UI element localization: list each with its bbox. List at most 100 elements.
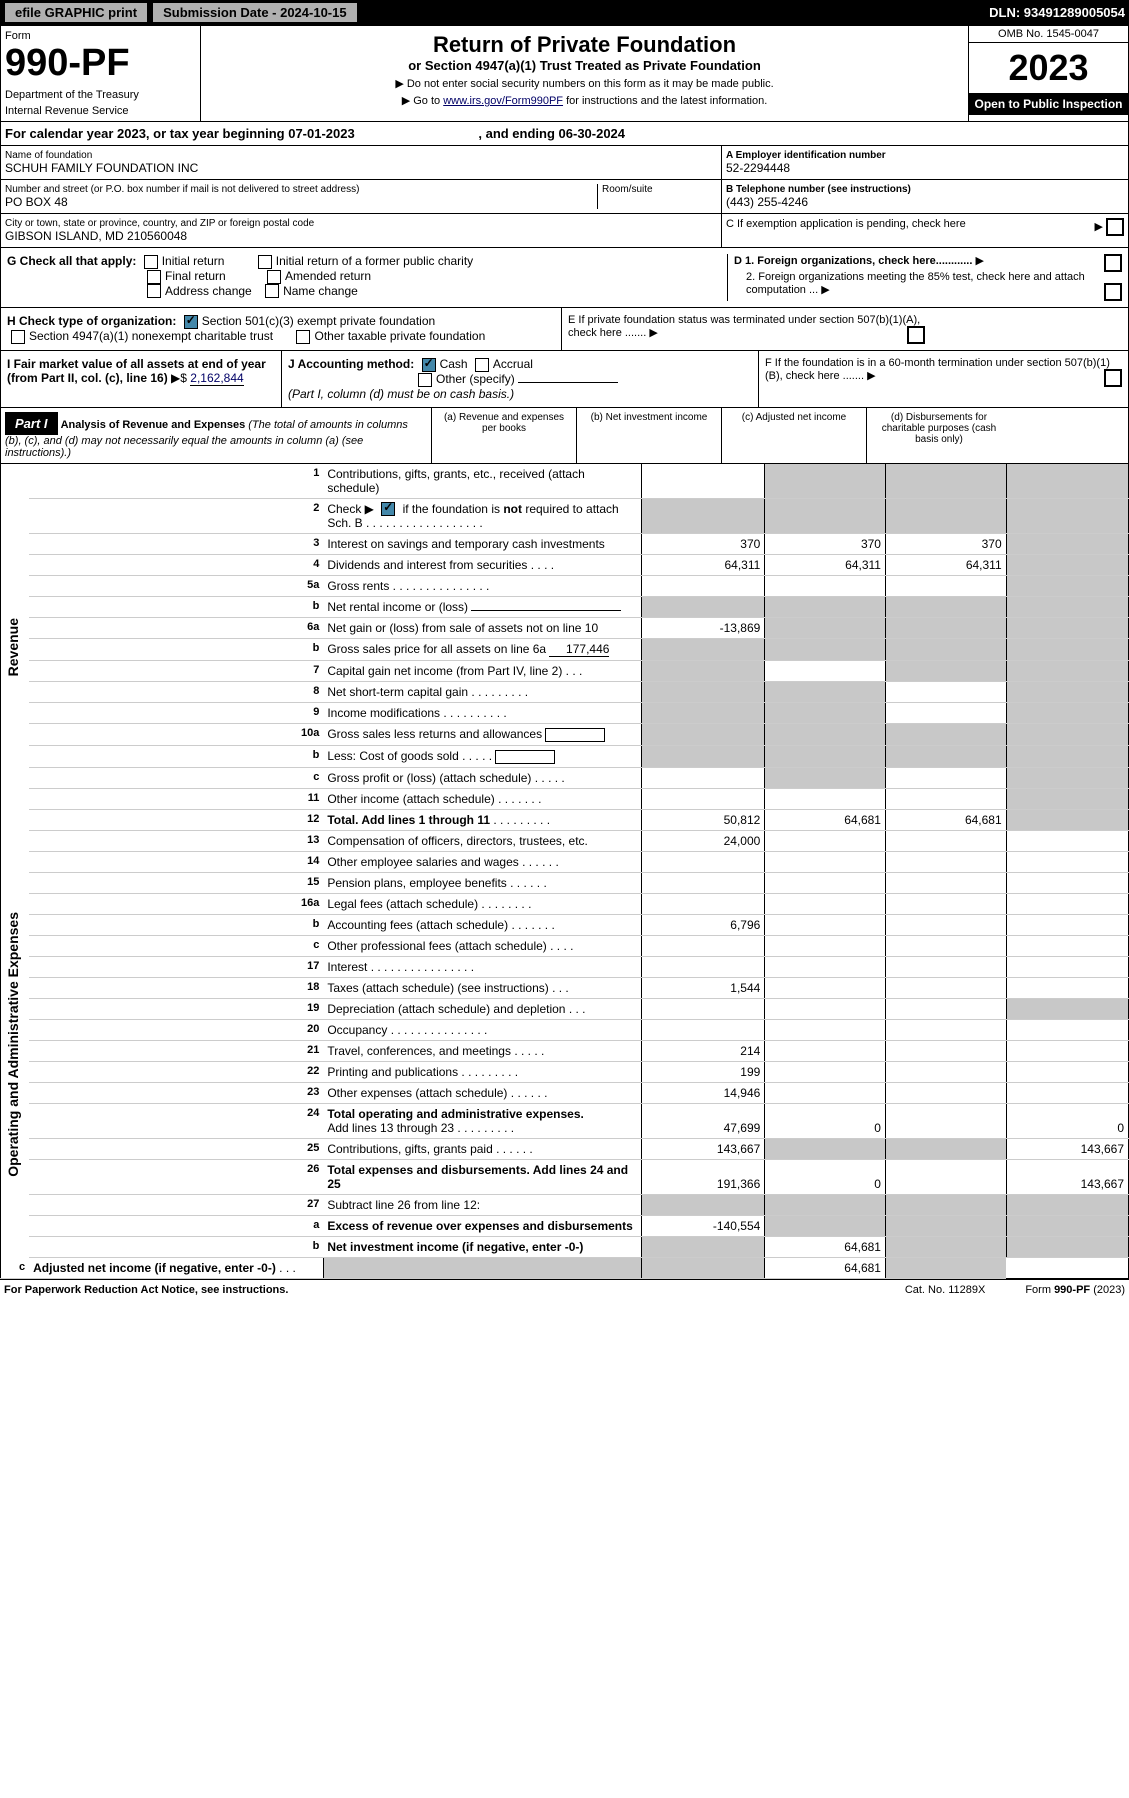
g-o4: Initial return of a former public charit… [276,254,473,268]
cb-initial[interactable] [144,255,158,269]
r27c-c: 64,681 [765,1258,886,1279]
d2-checkbox[interactable] [1104,283,1122,301]
r5a-desc: Gross rents . . . . . . . . . . . . . . … [323,576,641,597]
name-row: Name of foundation SCHUH FAMILY FOUNDATI… [1,146,721,180]
r21-a: 214 [642,1041,765,1062]
header-right: OMB No. 1545-0047 2023 Open to Public In… [968,26,1128,121]
r22-desc: Printing and publications . . . . . . . … [323,1062,641,1083]
inst2-post: for instructions and the latest informat… [563,95,767,107]
r24-a: 47,699 [642,1104,765,1139]
r9-desc: Income modifications . . . . . . . . . . [323,703,641,724]
r27a-desc: Excess of revenue over expenses and disb… [323,1216,641,1237]
g-o5: Amended return [285,269,371,283]
cb-amended[interactable] [267,270,281,284]
h-row: H Check type of organization: Section 50… [0,308,1129,351]
c-row: C If exemption application is pending, c… [722,214,1128,234]
r26-desc: Total expenses and disbursements. Add li… [323,1160,641,1195]
g-o3: Address change [165,284,252,298]
part1-label-cell: Part I Analysis of Revenue and Expenses … [1,408,431,463]
cb-accrual[interactable] [475,358,489,372]
j-cash: Cash [440,357,468,371]
r6b-val: 177,446 [549,642,609,657]
h-o2: Section 4947(a)(1) nonexempt charitable … [29,329,273,343]
main-table: Revenue 1Contributions, gifts, grants, e… [0,464,1129,1279]
f-right: F If the foundation is in a 60-month ter… [758,351,1128,407]
ein-val: 52-2294448 [726,161,1124,175]
form-label: Form [5,30,196,42]
d2-row: 2. Foreign organizations meeting the 85%… [734,271,1122,296]
part1-tag: Part I [5,412,58,435]
j-label: J Accounting method: [288,357,414,371]
g-label: G Check all that apply: [7,254,136,268]
r20-desc: Occupancy . . . . . . . . . . . . . . . [323,1020,641,1041]
r6a-desc: Net gain or (loss) from sale of assets n… [323,618,641,639]
r19-desc: Depreciation (attach schedule) and deple… [323,999,641,1020]
r25-a: 143,667 [642,1139,765,1160]
addr-val: PO BOX 48 [5,195,597,209]
d1-lbl: D 1. Foreign organizations, check here..… [734,255,972,267]
cb-4947[interactable] [11,330,25,344]
form-link[interactable]: www.irs.gov/Form990PF [443,95,563,107]
cb-name[interactable] [265,284,279,298]
e-checkbox[interactable] [907,326,925,344]
r4-desc: Dividends and interest from securities .… [323,555,641,576]
r16b-desc: Accounting fees (attach schedule) . . . … [323,915,641,936]
footer-left: For Paperwork Reduction Act Notice, see … [4,1284,288,1296]
g-o1: Initial return [162,254,225,268]
r26-b: 0 [765,1160,886,1195]
cb-other-method[interactable] [418,373,432,387]
r12-b: 64,681 [765,810,886,831]
cb-address[interactable] [147,284,161,298]
r3-desc: Interest on savings and temporary cash i… [323,534,641,555]
title: Return of Private Foundation [207,32,962,58]
cb-initial-former[interactable] [258,255,272,269]
r27b-desc: Net investment income (if negative, ente… [323,1237,641,1258]
d1-checkbox[interactable] [1104,254,1122,272]
d1-row: D 1. Foreign organizations, check here..… [734,254,1122,267]
cb-schb[interactable] [381,502,395,516]
f-checkbox[interactable] [1104,369,1122,387]
j-note: (Part I, column (d) must be on cash basi… [288,387,514,401]
phone-lbl: B Telephone number (see instructions) [726,184,911,195]
room-lbl: Room/suite [602,184,717,195]
info-left: Name of foundation SCHUH FAMILY FOUNDATI… [1,146,721,247]
r12-a: 50,812 [642,810,765,831]
phone-val: (443) 255-4246 [726,195,1124,209]
side-expenses: Operating and Administrative Expenses [5,912,21,1177]
header-center: Return of Private Foundation or Section … [201,26,968,121]
r25-desc: Contributions, gifts, grants paid . . . … [323,1139,641,1160]
r3-c: 370 [885,534,1006,555]
cb-other-tax[interactable] [296,330,310,344]
r13-desc: Compensation of officers, directors, tru… [323,831,641,852]
ein-lbl: A Employer identification number [726,150,886,161]
dept: Department of the Treasury [5,89,196,101]
cb-final[interactable] [147,270,161,284]
r15-desc: Pension plans, employee benefits . . . .… [323,873,641,894]
cb-cash[interactable] [422,358,436,372]
inst1: ▶ Do not enter social security numbers o… [207,77,962,90]
city-val: GIBSON ISLAND, MD 210560048 [5,229,717,243]
col-b-head: (b) Net investment income [576,408,721,463]
r11-desc: Other income (attach schedule) . . . . .… [323,789,641,810]
r4-a: 64,311 [642,555,765,576]
sub-date: Submission Date - 2024-10-15 [152,2,358,23]
dln: DLN: 93491289005054 [989,5,1125,20]
header-left: Form 990-PF Department of the Treasury I… [1,26,201,121]
top-bar: efile GRAPHIC print Submission Date - 20… [0,0,1129,25]
cal-year: For calendar year 2023, or tax year begi… [0,122,1129,146]
h-label: H Check type of organization: [7,314,176,328]
r14-desc: Other employee salaries and wages . . . … [323,852,641,873]
f-lbl: F If the foundation is in a 60-month ter… [765,357,1110,382]
r4-c: 64,311 [885,555,1006,576]
efile-btn[interactable]: efile GRAPHIC print [4,2,148,23]
r26-a: 191,366 [642,1160,765,1195]
ij-row: I Fair market value of all assets at end… [0,351,1129,408]
c-lbl: C If exemption application is pending, c… [726,218,966,230]
r18-a: 1,544 [642,978,765,999]
cb-501c3[interactable] [184,315,198,329]
footer-mid: Cat. No. 11289X [905,1284,986,1296]
c-checkbox[interactable] [1106,218,1124,236]
name-val: SCHUH FAMILY FOUNDATION INC [5,161,717,175]
subtitle: or Section 4947(a)(1) Trust Treated as P… [207,58,962,73]
r24-d: 0 [1006,1104,1128,1139]
